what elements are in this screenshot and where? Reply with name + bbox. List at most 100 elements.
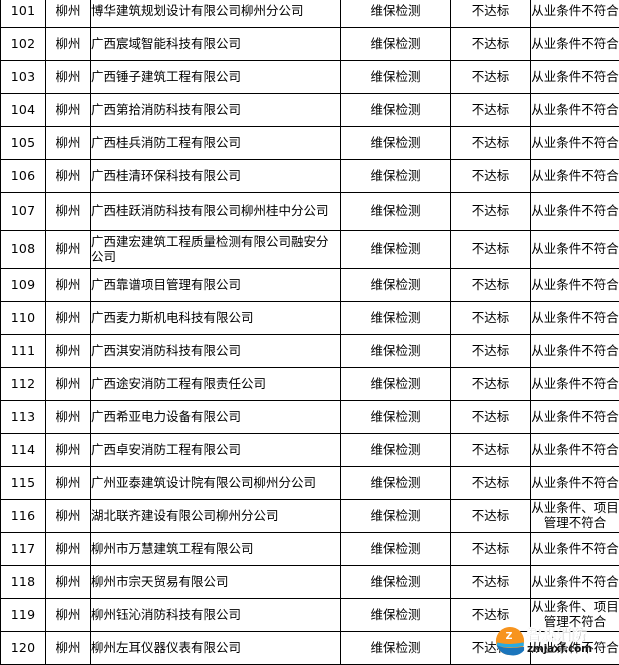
table-row: 106 柳州 广西桂清环保科技有限公司 维保检测 不达标 从业条件不符合 — [0, 159, 619, 193]
table-row: 118 柳州 柳州市宗天贸易有限公司 维保检测 不达标 从业条件不符合 — [0, 565, 619, 599]
cell-service: 维保检测 — [340, 367, 451, 401]
cell-reason: 从业条件不符合 — [530, 532, 619, 566]
cell-status: 不达标 — [450, 60, 531, 94]
cell-city: 柳州 — [45, 631, 91, 665]
cell-reason: 从业条件不符合 — [530, 93, 619, 127]
cell-index: 120 — [0, 631, 46, 665]
cell-service: 维保检测 — [340, 0, 451, 28]
cell-company: 广西麦力斯机电科技有限公司 — [90, 301, 341, 335]
table-row: 101 柳州 博华建筑规划设计有限公司柳州分公司 维保检测 不达标 从业条件不符合 — [0, 0, 619, 28]
cell-company: 广西靠谱项目管理有限公司 — [90, 268, 341, 302]
cell-city: 柳州 — [45, 334, 91, 368]
cell-company: 广西建宏建筑工程质量检测有限公司融安分公司 — [90, 230, 341, 269]
cell-company: 广州亚泰建筑设计院有限公司柳州分公司 — [90, 466, 341, 500]
cell-city: 柳州 — [45, 565, 91, 599]
cell-company: 柳州左耳仪器仪表有限公司 — [90, 631, 341, 665]
cell-company: 广西淇安消防科技有限公司 — [90, 334, 341, 368]
cell-index: 102 — [0, 27, 46, 61]
cell-city: 柳州 — [45, 367, 91, 401]
cell-city: 柳州 — [45, 27, 91, 61]
cell-company: 广西卓安消防工程有限公司 — [90, 433, 341, 467]
cell-city: 柳州 — [45, 159, 91, 193]
cell-service: 维保检测 — [340, 598, 451, 632]
cell-status: 不达标 — [450, 433, 531, 467]
table-row: 115 柳州 广州亚泰建筑设计院有限公司柳州分公司 维保检测 不达标 从业条件不符合 — [0, 466, 619, 500]
cell-reason: 从业条件不符合 — [530, 126, 619, 160]
cell-city: 柳州 — [45, 301, 91, 335]
cell-city: 柳州 — [45, 466, 91, 500]
cell-service: 维保检测 — [340, 192, 451, 231]
cell-service: 维保检测 — [340, 60, 451, 94]
cell-reason: 从业条件不符合 — [530, 466, 619, 500]
cell-city: 柳州 — [45, 192, 91, 231]
table-row: 110 柳州 广西麦力斯机电科技有限公司 维保检测 不达标 从业条件不符合 — [0, 301, 619, 335]
cell-reason: 从业条件不符合 — [530, 0, 619, 28]
cell-index: 115 — [0, 466, 46, 500]
cell-index: 112 — [0, 367, 46, 401]
table-row: 103 柳州 广西锤子建筑工程有限公司 维保检测 不达标 从业条件不符合 — [0, 60, 619, 94]
cell-service: 维保检测 — [340, 466, 451, 500]
table-row: 104 柳州 广西第拾消防科技有限公司 维保检测 不达标 从业条件不符合 — [0, 93, 619, 127]
cell-index: 103 — [0, 60, 46, 94]
cell-service: 维保检测 — [340, 126, 451, 160]
cell-service: 维保检测 — [340, 268, 451, 302]
cell-status: 不达标 — [450, 565, 531, 599]
cell-company: 广西途安消防工程有限责任公司 — [90, 367, 341, 401]
cell-service: 维保检测 — [340, 631, 451, 665]
cell-status: 不达标 — [450, 93, 531, 127]
table-row: 114 柳州 广西卓安消防工程有限公司 维保检测 不达标 从业条件不符合 — [0, 433, 619, 467]
cell-reason: 从业条件、项目管理不符合 — [530, 499, 619, 533]
cell-index: 101 — [0, 0, 46, 28]
cell-service: 维保检测 — [340, 433, 451, 467]
cell-reason: 从业条件不符合 — [530, 334, 619, 368]
cell-service: 维保检测 — [340, 400, 451, 434]
cell-company: 广西桂清环保科技有限公司 — [90, 159, 341, 193]
cell-status: 不达标 — [450, 27, 531, 61]
cell-reason: 从业条件不符合 — [530, 433, 619, 467]
cell-city: 柳州 — [45, 230, 91, 269]
cell-service: 维保检测 — [340, 93, 451, 127]
cell-index: 105 — [0, 126, 46, 160]
cell-index: 113 — [0, 400, 46, 434]
cell-city: 柳州 — [45, 93, 91, 127]
cell-city: 柳州 — [45, 60, 91, 94]
cell-city: 柳州 — [45, 499, 91, 533]
cell-status: 不达标 — [450, 466, 531, 500]
cell-status: 不达标 — [450, 532, 531, 566]
cell-service: 维保检测 — [340, 499, 451, 533]
table-row: 116 柳州 湖北联齐建设有限公司柳州分公司 维保检测 不达标 从业条件、项目管理不符合 — [0, 499, 619, 533]
table-row: 102 柳州 广西宸域智能科技有限公司 维保检测 不达标 从业条件不符合 — [0, 27, 619, 61]
cell-reason: 从业条件不符合 — [530, 301, 619, 335]
cell-status: 不达标 — [450, 159, 531, 193]
cell-company: 广西第拾消防科技有限公司 — [90, 93, 341, 127]
table-row: 112 柳州 广西途安消防工程有限责任公司 维保检测 不达标 从业条件不符合 — [0, 367, 619, 401]
cell-status: 不达标 — [450, 367, 531, 401]
table-row: 117 柳州 柳州市万慧建筑工程有限公司 维保检测 不达标 从业条件不符合 — [0, 532, 619, 566]
cell-status: 不达标 — [450, 301, 531, 335]
cell-city: 柳州 — [45, 433, 91, 467]
cell-company: 广西希亚电力设备有限公司 — [90, 400, 341, 434]
cell-service: 维保检测 — [340, 27, 451, 61]
cell-service: 维保检测 — [340, 532, 451, 566]
cell-service: 维保检测 — [340, 159, 451, 193]
cell-status: 不达标 — [450, 334, 531, 368]
cell-city: 柳州 — [45, 532, 91, 566]
cell-status: 不达标 — [450, 192, 531, 231]
cell-status: 不达标 — [450, 230, 531, 269]
cell-reason: 从业条件不符合 — [530, 27, 619, 61]
cell-index: 110 — [0, 301, 46, 335]
cell-company: 博华建筑规划设计有限公司柳州分公司 — [90, 0, 341, 28]
table-row: 108 柳州 广西建宏建筑工程质量检测有限公司融安分公司 维保检测 不达标 从业条件不符合 — [0, 230, 619, 269]
cell-company: 柳州市万慧建筑工程有限公司 — [90, 532, 341, 566]
cell-reason: 从业条件不符合 — [530, 400, 619, 434]
cell-company: 湖北联齐建设有限公司柳州分公司 — [90, 499, 341, 533]
cell-city: 柳州 — [45, 268, 91, 302]
cell-status: 不达标 — [450, 631, 531, 665]
table-row: 107 柳州 广西桂跃消防科技有限公司柳州桂中分公司 维保检测 不达标 从业条件不符合 — [0, 192, 619, 231]
cell-status: 不达标 — [450, 268, 531, 302]
table-row: 120 柳州 柳州左耳仪器仪表有限公司 维保检测 不达标 从业条件不符合 — [0, 631, 619, 665]
cell-service: 维保检测 — [340, 230, 451, 269]
cell-company: 柳州钰沁消防科技有限公司 — [90, 598, 341, 632]
